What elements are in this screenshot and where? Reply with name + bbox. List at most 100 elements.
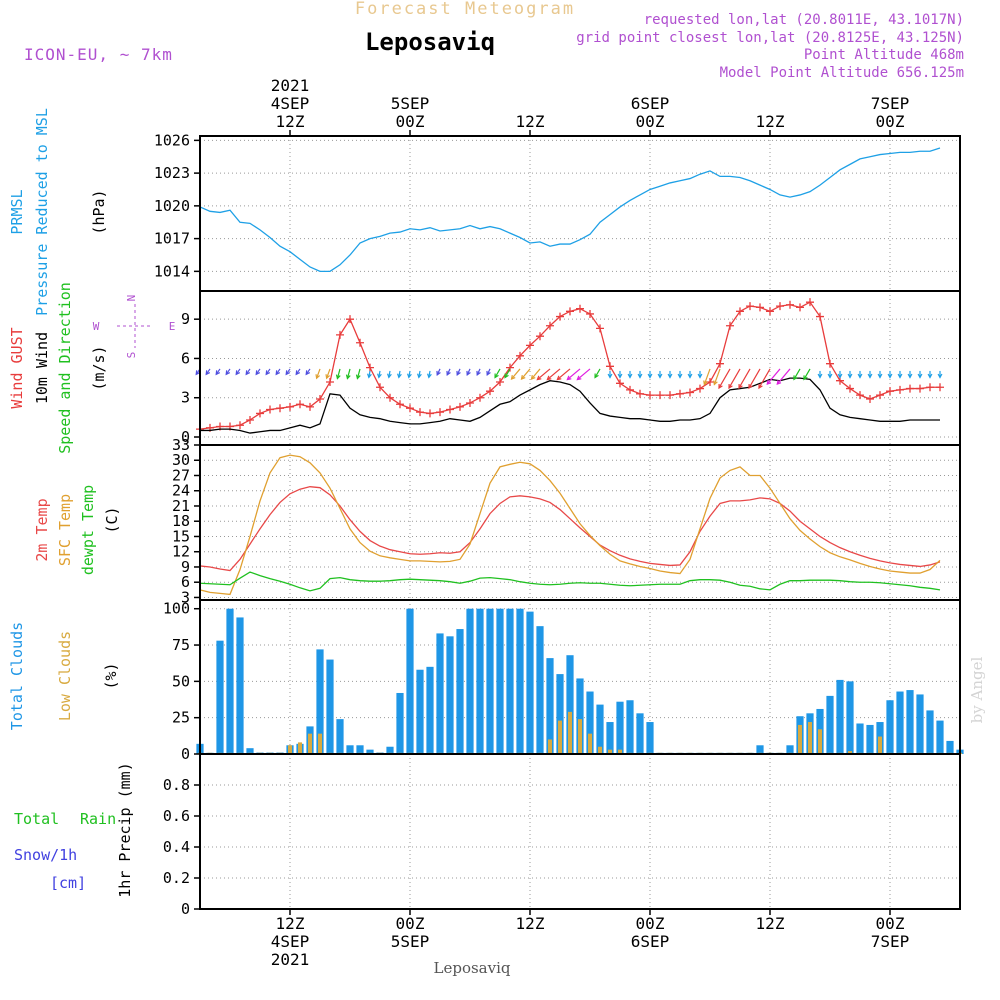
clouds-bar [846, 681, 854, 754]
temp-series-line [199, 571, 941, 592]
wind-arrow-shaft [536, 368, 551, 380]
compass-e: E [169, 320, 176, 333]
clouds-bar [436, 633, 444, 754]
clouds-ytick-label: 100 [163, 600, 190, 618]
wind-arrow-head [510, 374, 516, 380]
precip-ytick-label: 0.2 [163, 869, 190, 887]
wind-arrow-head [265, 370, 271, 376]
clouds-bar [386, 746, 394, 754]
wind-arrow-shaft [336, 368, 341, 379]
clouds-bar [546, 658, 554, 754]
wind-arrow-shaft [511, 368, 521, 380]
wind-gust-marker [416, 408, 424, 417]
wind-arrow-head [466, 370, 471, 377]
wind-arrow-shaft [556, 368, 571, 380]
wind-arrow-shaft [803, 368, 811, 380]
bottom-xtick-label: 5SEP [391, 932, 430, 951]
wind-arrow-head [887, 373, 893, 379]
watermark: by Angel [968, 656, 986, 723]
wind-arrow-head [504, 373, 509, 379]
wind-arrow-head [793, 375, 798, 381]
wind-gust-marker [336, 330, 344, 339]
compass-n: N [125, 295, 138, 302]
wind-arrow-shaft [566, 368, 581, 380]
clouds-bar [586, 691, 594, 754]
clouds-bar [216, 640, 224, 754]
wind-gust-marker [426, 409, 434, 418]
wind-gust-marker [586, 309, 594, 318]
precip-frame [199, 753, 961, 910]
clouds-bar [607, 749, 613, 754]
wind-arrow-shaft [758, 368, 771, 389]
wind-gust-marker [766, 307, 774, 316]
top-xtick-label: 4SEP [271, 94, 310, 113]
wind-arrow-shaft [521, 368, 531, 380]
wind-gust-marker [236, 421, 244, 430]
clouds-bar [817, 729, 823, 754]
clouds-bar [597, 746, 603, 754]
top-xtick-label: 5SEP [391, 94, 430, 113]
wind-gust-marker [616, 379, 624, 388]
wind-arrow-head [647, 373, 653, 379]
clouds-bar [606, 722, 614, 754]
wind-arrow-head [867, 373, 873, 379]
clouds-ytick-label: 25 [172, 709, 190, 727]
wind-arrow-head [803, 375, 808, 381]
wind-gust-marker [346, 315, 354, 324]
wind-arrow-head [667, 373, 673, 379]
wind-arrow-shaft [718, 368, 731, 389]
wind-gust-marker [736, 307, 744, 316]
wind-arrow-head [235, 370, 241, 376]
compass-w: W [93, 320, 100, 333]
clouds-ytick-label: 75 [172, 636, 190, 654]
temp-series-line [199, 486, 941, 572]
clouds-bar [297, 742, 303, 754]
wind-gust-marker [776, 302, 784, 311]
clouds-bar [346, 745, 354, 754]
wind-arrow-shaft [346, 368, 351, 379]
chart-subtitle: Forecast Meteogram [355, 0, 575, 19]
top-xtick-label: 12Z [516, 112, 545, 131]
wind-arrow-shaft [531, 368, 541, 380]
wind-gust-marker [456, 402, 464, 411]
clouds-bar [326, 659, 334, 754]
clouds-bar [486, 608, 494, 754]
wind-gust-marker [846, 384, 854, 393]
pressure-ytick-label: 1023 [154, 164, 190, 182]
bottom-xtick-label: 12Z [276, 914, 305, 933]
wind-arrow-head [446, 370, 451, 377]
wind-arrow-head [877, 373, 883, 379]
wind-gust-marker [446, 405, 454, 414]
clouds-bar [316, 649, 324, 754]
wind-gust-marker [626, 385, 634, 394]
top-xtick-label: 12Z [276, 112, 305, 131]
point-altitude: Point Altitude 468m [804, 47, 964, 63]
wind-series-line [199, 301, 940, 430]
wind-gust-marker [656, 391, 664, 400]
pressure-ytick-label: 1026 [154, 131, 190, 149]
wind-gust-marker [746, 302, 754, 311]
wind-arrow-head [195, 370, 201, 376]
clouds-bar [396, 692, 404, 754]
wind-arrow-head [776, 380, 782, 386]
wind-arrow-shaft [728, 368, 741, 389]
wind-gust-label: Wind GUST [8, 327, 26, 408]
wind-gust-marker [536, 332, 544, 341]
wind-arrow-head [897, 373, 903, 379]
precip-ytick-label: 0.8 [163, 776, 190, 794]
wind-arrow-head [275, 370, 281, 376]
wind-arrow-head [417, 373, 422, 379]
wind-gust-marker [526, 341, 534, 350]
clouds-bar [877, 736, 883, 754]
wind-arrow-head [215, 370, 221, 376]
wind-gust-marker [596, 324, 604, 333]
clouds-bar [786, 745, 794, 754]
grid-layer [200, 136, 960, 909]
top-xtick-label: 2021 [271, 76, 310, 95]
wind-gust-marker [756, 303, 764, 312]
wind-arrow-head [617, 373, 623, 379]
clouds-bar [856, 723, 864, 754]
pressure-frame [199, 135, 961, 292]
wind-direction-label: Speed and Direction [56, 282, 74, 454]
clouds-bar [826, 695, 834, 754]
